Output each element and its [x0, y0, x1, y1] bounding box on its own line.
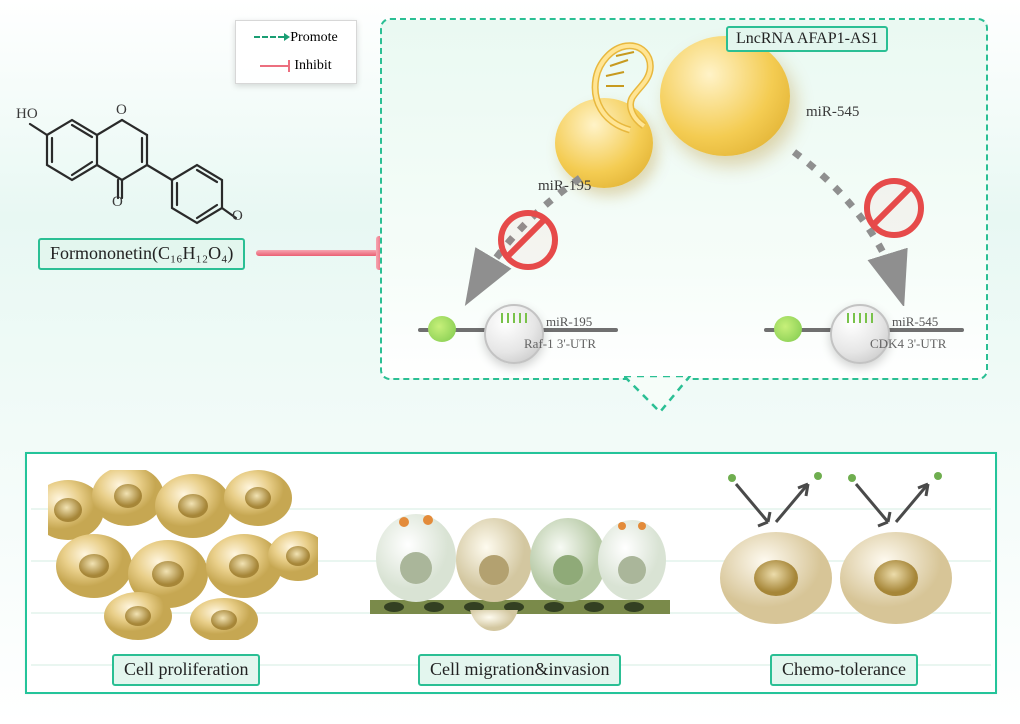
- cell-migration-icon: [370, 470, 670, 640]
- ribosome-large-blob: [660, 36, 790, 156]
- compound-label: Formononetin(C₁₆H₁₂O₄): [38, 238, 245, 270]
- inhibit-symbol-left: [498, 210, 558, 270]
- speech-tail-icon: [620, 376, 740, 436]
- capsule-mir195: miR-195 Raf-1 3'-UTR: [418, 306, 618, 356]
- inhibit-arrow-line: [256, 250, 378, 256]
- legend-inhibit-label: Inhibit: [294, 58, 331, 74]
- ring-o-label: O: [116, 102, 127, 119]
- outcome1-label: Cell proliferation: [112, 654, 260, 686]
- capsule2-utr: CDK4 3'-UTR: [870, 336, 946, 352]
- ho-label: HO: [16, 106, 38, 123]
- cell-proliferation-icon: [48, 470, 318, 640]
- capsule-mir545: miR-545 CDK4 3'-UTR: [764, 306, 964, 356]
- legend-box: Promote Inhibit: [235, 20, 357, 84]
- rna-hairpin-icon: [562, 26, 672, 136]
- capsule1-mir: miR-195: [546, 314, 592, 330]
- chemo-tolerance-icon: [706, 468, 976, 642]
- promote-arrow-icon: [254, 36, 284, 40]
- legend-promote-label: Promote: [290, 30, 337, 46]
- inhibit-arrow-icon: [260, 65, 288, 67]
- legend-promote-row: Promote: [254, 24, 337, 52]
- mir545-label: miR-545: [806, 104, 859, 121]
- chemical-structure: HO O O O: [22, 80, 242, 230]
- capsule1-utr: Raf-1 3'-UTR: [524, 336, 596, 352]
- carbonyl-o-label: O: [112, 194, 123, 211]
- inhibit-symbol-right: [864, 178, 924, 238]
- ome-label: O: [232, 208, 243, 225]
- capsule2-mir: miR-545: [892, 314, 938, 330]
- outcome2-label: Cell migration&invasion: [418, 654, 621, 686]
- outcome3-label: Chemo-tolerance: [770, 654, 918, 686]
- lncrna-label: LncRNA AFAP1-AS1: [726, 26, 888, 52]
- legend-inhibit-row: Inhibit: [260, 52, 331, 80]
